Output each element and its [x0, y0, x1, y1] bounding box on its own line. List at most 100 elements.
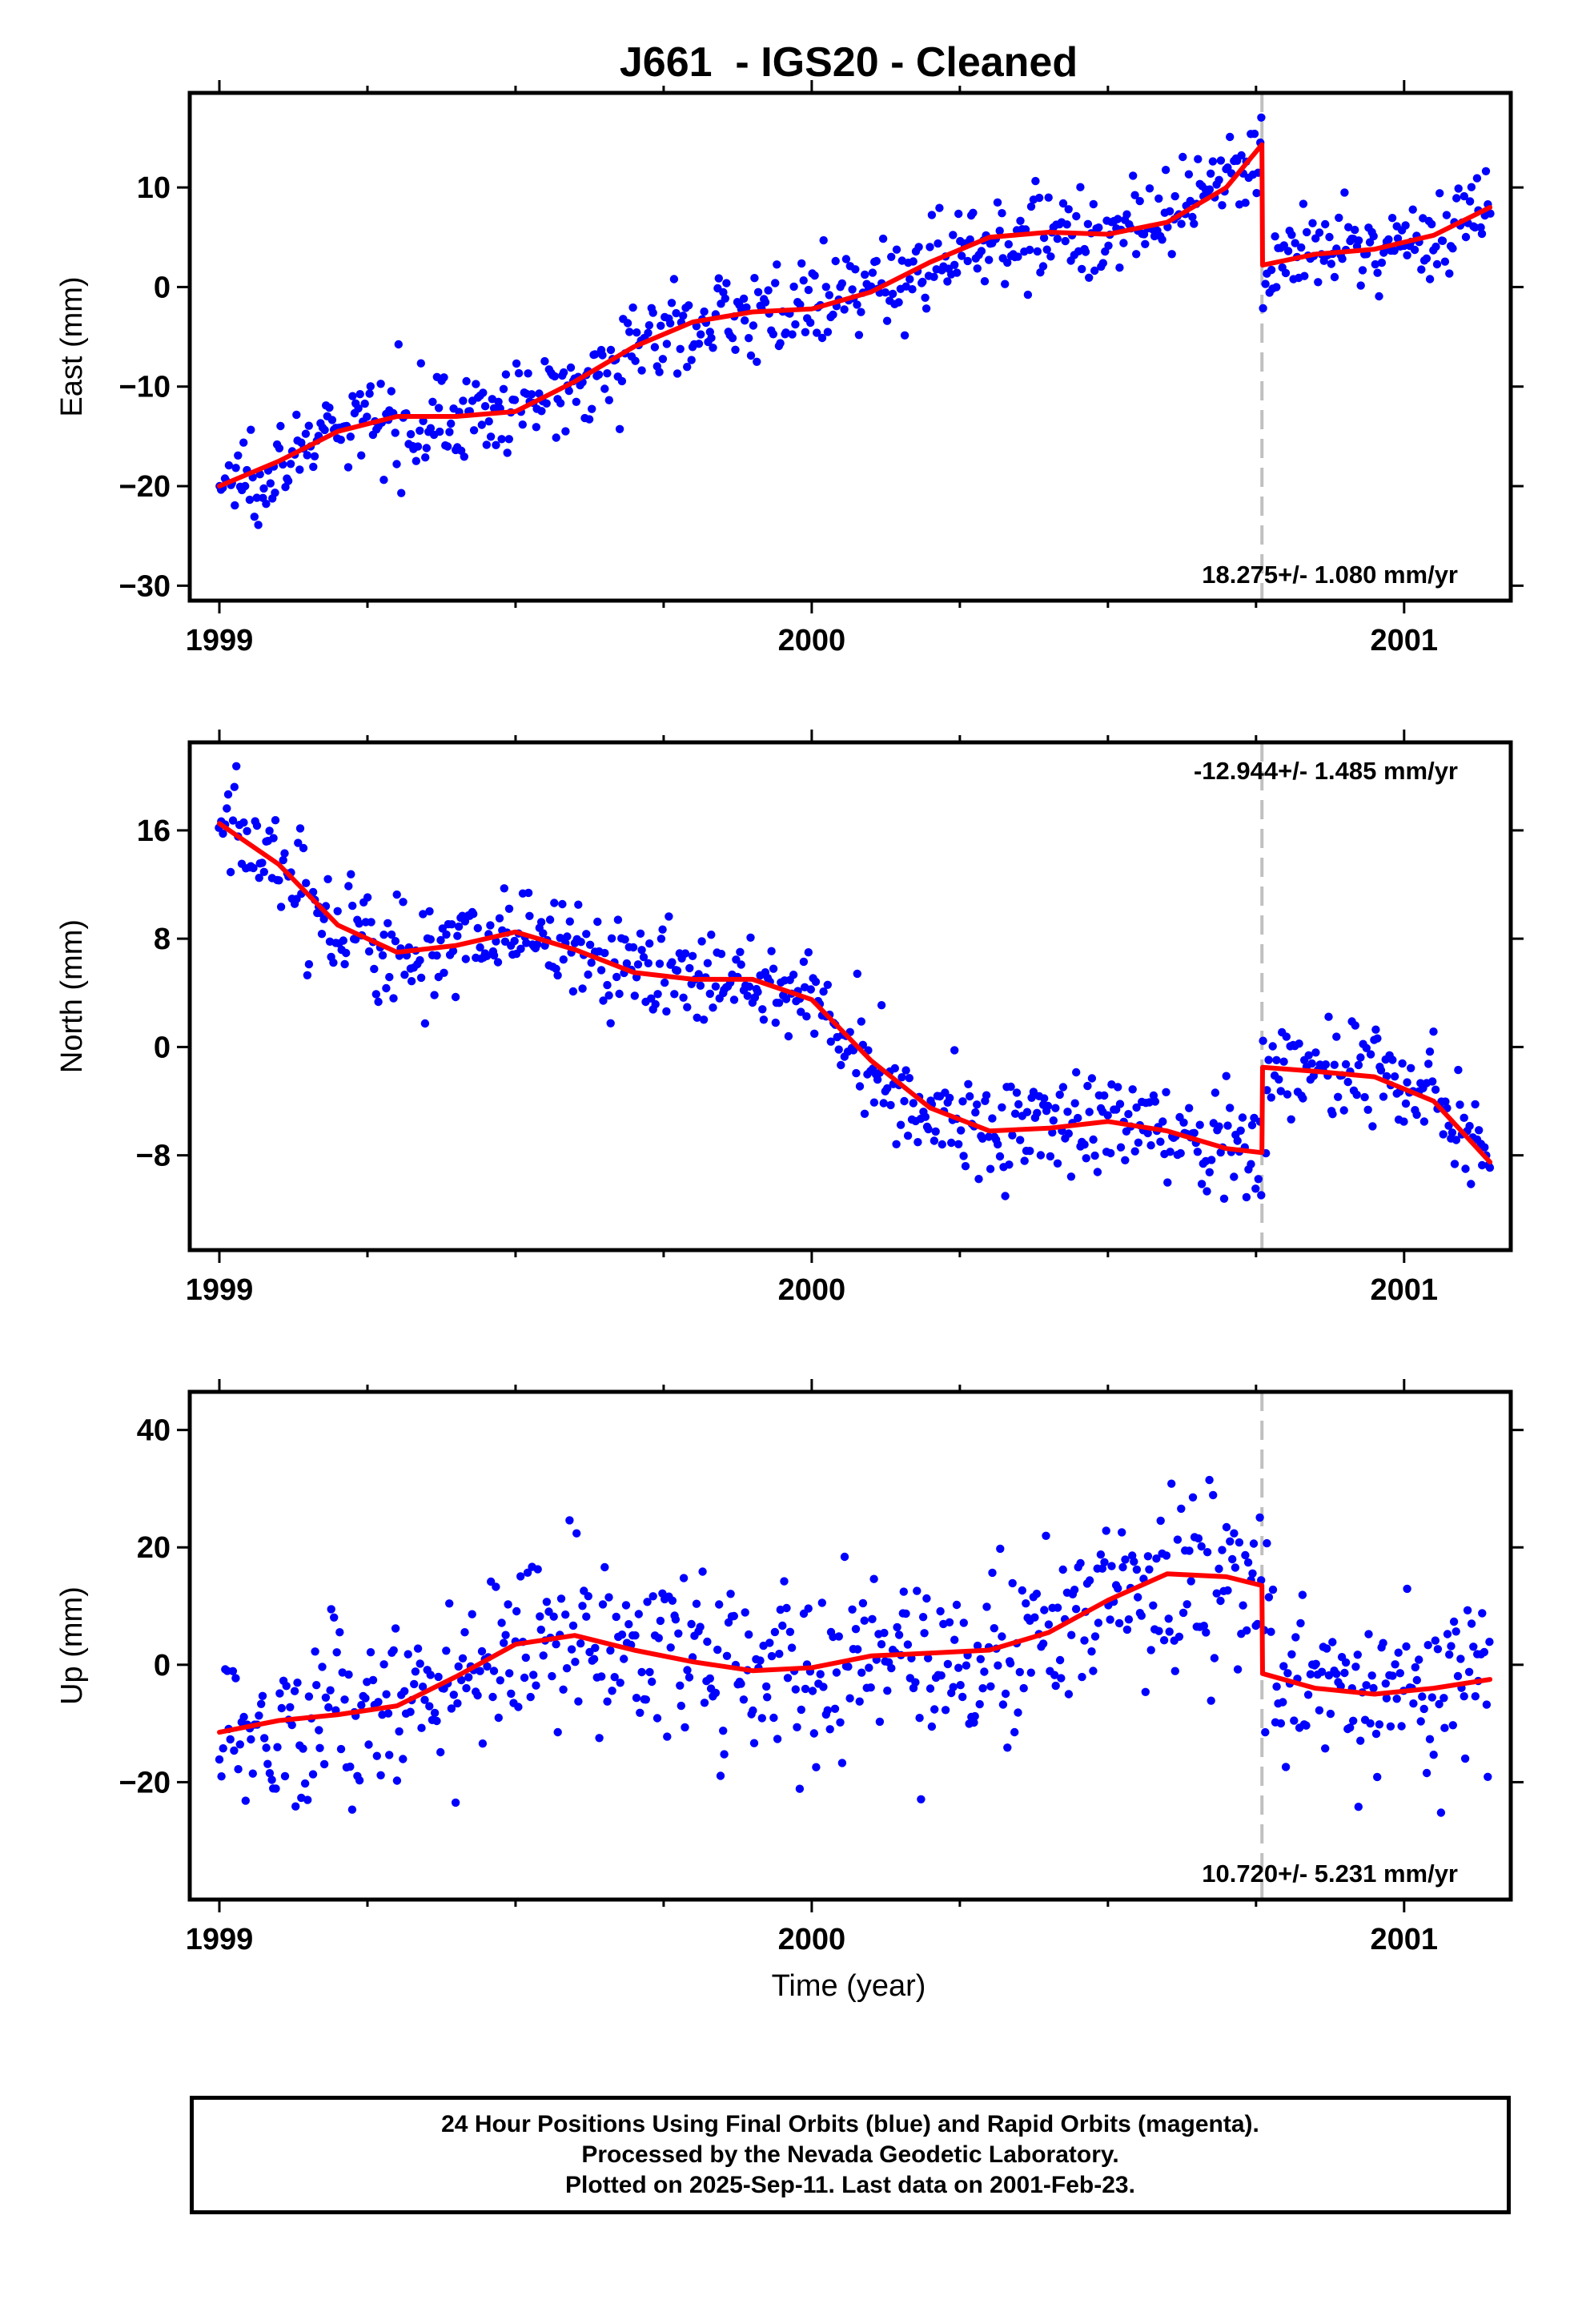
north-data-point [1276, 1087, 1286, 1096]
up-data-point [962, 1661, 971, 1670]
north-data-point [276, 903, 286, 911]
north-data-point [1130, 1147, 1139, 1156]
east-data-point [561, 427, 570, 436]
east-data-point [1315, 228, 1324, 237]
east-data-point [1425, 275, 1435, 283]
north-data-point [1351, 1021, 1360, 1030]
up-data-point [1243, 1558, 1253, 1567]
up-data-point [1287, 1650, 1296, 1659]
up-data-point [561, 1610, 570, 1619]
north-data-point [492, 937, 500, 946]
north-data-point [1429, 1027, 1438, 1036]
east-data-point [1440, 257, 1450, 266]
east-data-point [231, 464, 240, 472]
up-data-point [782, 1603, 791, 1613]
east-data-point [742, 303, 751, 312]
up-data-point [442, 1647, 451, 1655]
up-data-point [235, 1740, 244, 1749]
east-data-point [1476, 223, 1485, 232]
up-data-point [335, 1628, 344, 1637]
east-data-point [1216, 156, 1226, 165]
north-data-point [1447, 1128, 1457, 1137]
east-x-tick-label: 2001 [1371, 624, 1439, 657]
up-data-point [1315, 1706, 1324, 1715]
up-data-point [1418, 1692, 1427, 1701]
up-data-point [729, 1611, 738, 1621]
north-data-point [1033, 1108, 1042, 1118]
north-data-point [837, 1060, 845, 1070]
east-data-point [1161, 166, 1170, 175]
east-data-point [603, 369, 612, 378]
up-data-point [1440, 1723, 1449, 1732]
north-data-point [954, 1140, 963, 1149]
east-data-point [262, 500, 271, 509]
north-data-point [1321, 1060, 1331, 1069]
east-data-point [419, 416, 428, 425]
up-data-point [775, 1650, 784, 1659]
north-data-point [1226, 1104, 1235, 1112]
north-data-point [696, 981, 705, 991]
east-data-point [1046, 252, 1055, 261]
up-data-point [1067, 1630, 1076, 1639]
north-data-point [639, 953, 648, 962]
east-data-point [320, 425, 329, 435]
north-data-point [1074, 1113, 1082, 1123]
east-data-point [1252, 188, 1261, 198]
east-data-point [848, 285, 857, 294]
up-data-point [248, 1769, 257, 1778]
north-data-point [1339, 1106, 1348, 1115]
east-data-point [422, 444, 431, 452]
up-data-point [1014, 1708, 1022, 1717]
up-data-point [1090, 1632, 1100, 1641]
up-data-point [539, 1651, 548, 1660]
east-data-point [363, 412, 371, 421]
east-data-point [1481, 167, 1491, 175]
up-data-point [844, 1663, 853, 1671]
up-data-point [1165, 1627, 1174, 1636]
up-data-point [674, 1629, 683, 1638]
north-data-point [1006, 1082, 1015, 1092]
up-data-point [778, 1621, 787, 1630]
north-data-point [1085, 1108, 1094, 1116]
north-data-point [890, 1063, 900, 1073]
up-data-point [1373, 1772, 1382, 1782]
north-data-point [683, 1003, 692, 1011]
east-data-point [1472, 174, 1482, 183]
up-data-point [956, 1681, 965, 1690]
east-data-point [1338, 255, 1347, 263]
up-data-point [860, 1616, 869, 1625]
up-data-point [297, 1793, 306, 1803]
north-data-point [1250, 1113, 1259, 1123]
up-data-point [312, 1681, 321, 1690]
east-data-point [1064, 205, 1073, 214]
north-data-point [1055, 1090, 1064, 1100]
north-data-point [436, 935, 445, 945]
north-data-point [351, 935, 360, 944]
east-data-point [958, 251, 966, 260]
east-y-tick-label: −30 [119, 569, 171, 603]
east-data-point [1390, 246, 1399, 255]
east-data-point [857, 308, 865, 316]
east-data-point [276, 421, 285, 431]
up-data-point [749, 1706, 757, 1715]
up-data-point [1249, 1539, 1259, 1548]
up-data-point [497, 1618, 506, 1627]
east-data-point [325, 403, 334, 412]
east-data-point [391, 428, 400, 437]
east-data-point [949, 231, 958, 239]
east-data-point [868, 268, 877, 277]
up-data-point [973, 1641, 982, 1651]
up-data-point [770, 1627, 780, 1637]
east-data-point [980, 277, 990, 286]
north-data-point [707, 931, 716, 939]
north-data-point [860, 1109, 869, 1119]
east-data-point [1026, 245, 1034, 255]
up-frame [187, 1389, 1513, 1902]
east-data-point [387, 387, 396, 396]
up-data-point [668, 1596, 677, 1606]
up-data-point [576, 1639, 585, 1648]
up-data-point [920, 1629, 929, 1638]
north-data-point [606, 1019, 615, 1028]
north-data-point [399, 898, 408, 907]
north-data-point [789, 971, 798, 979]
